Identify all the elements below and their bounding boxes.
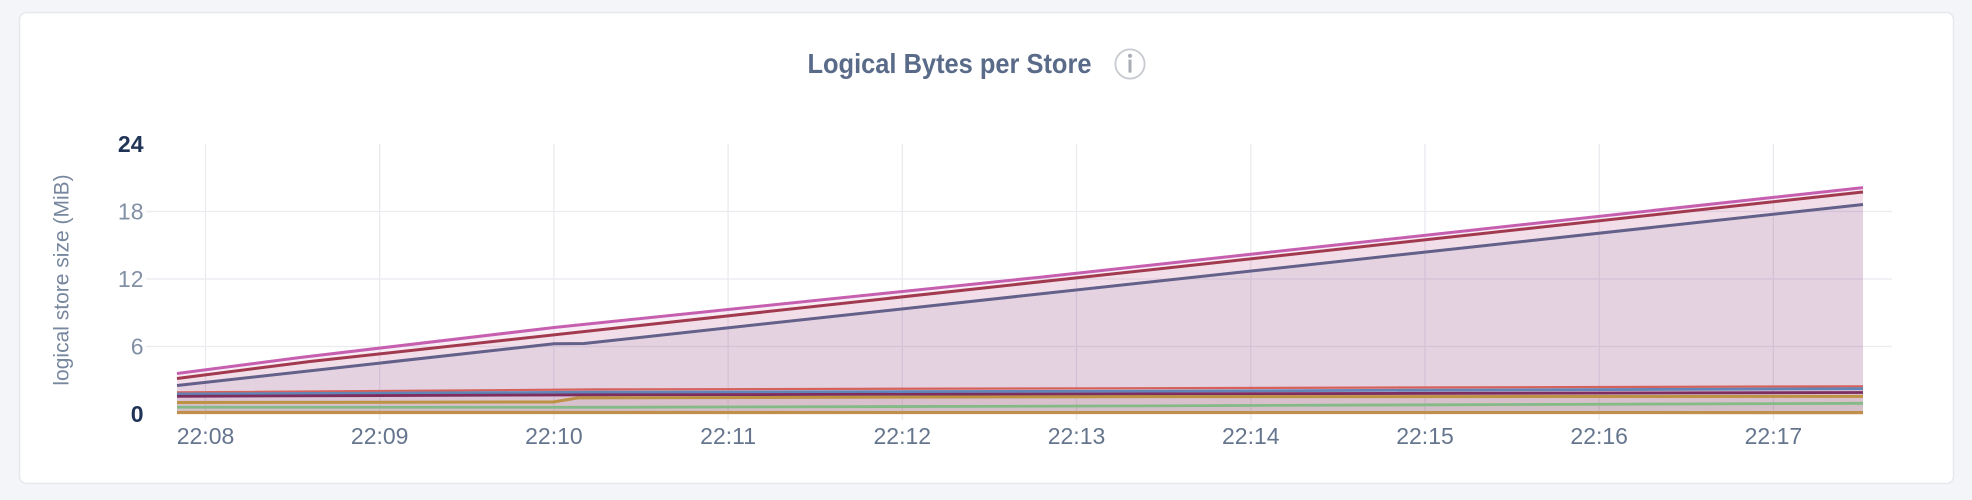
svg-text:6: 6 [131, 334, 144, 360]
svg-text:22:08: 22:08 [177, 423, 235, 449]
svg-text:22:14: 22:14 [1222, 423, 1280, 449]
svg-text:22:15: 22:15 [1396, 423, 1454, 449]
svg-text:12: 12 [118, 266, 144, 292]
svg-text:22:11: 22:11 [700, 423, 756, 449]
svg-text:22:13: 22:13 [1048, 423, 1106, 449]
svg-text:22:09: 22:09 [351, 423, 409, 449]
svg-text:22:16: 22:16 [1570, 423, 1628, 449]
svg-text:0: 0 [131, 401, 144, 427]
svg-text:22:12: 22:12 [874, 423, 932, 449]
svg-text:22:10: 22:10 [525, 423, 583, 449]
svg-text:18: 18 [118, 199, 144, 225]
svg-text:logical store size (MiB): logical store size (MiB) [51, 174, 74, 385]
svg-text:24: 24 [118, 131, 144, 157]
svg-text:Logical Bytes per Store: Logical Bytes per Store [808, 48, 1092, 79]
svg-text:22:17: 22:17 [1745, 423, 1803, 449]
